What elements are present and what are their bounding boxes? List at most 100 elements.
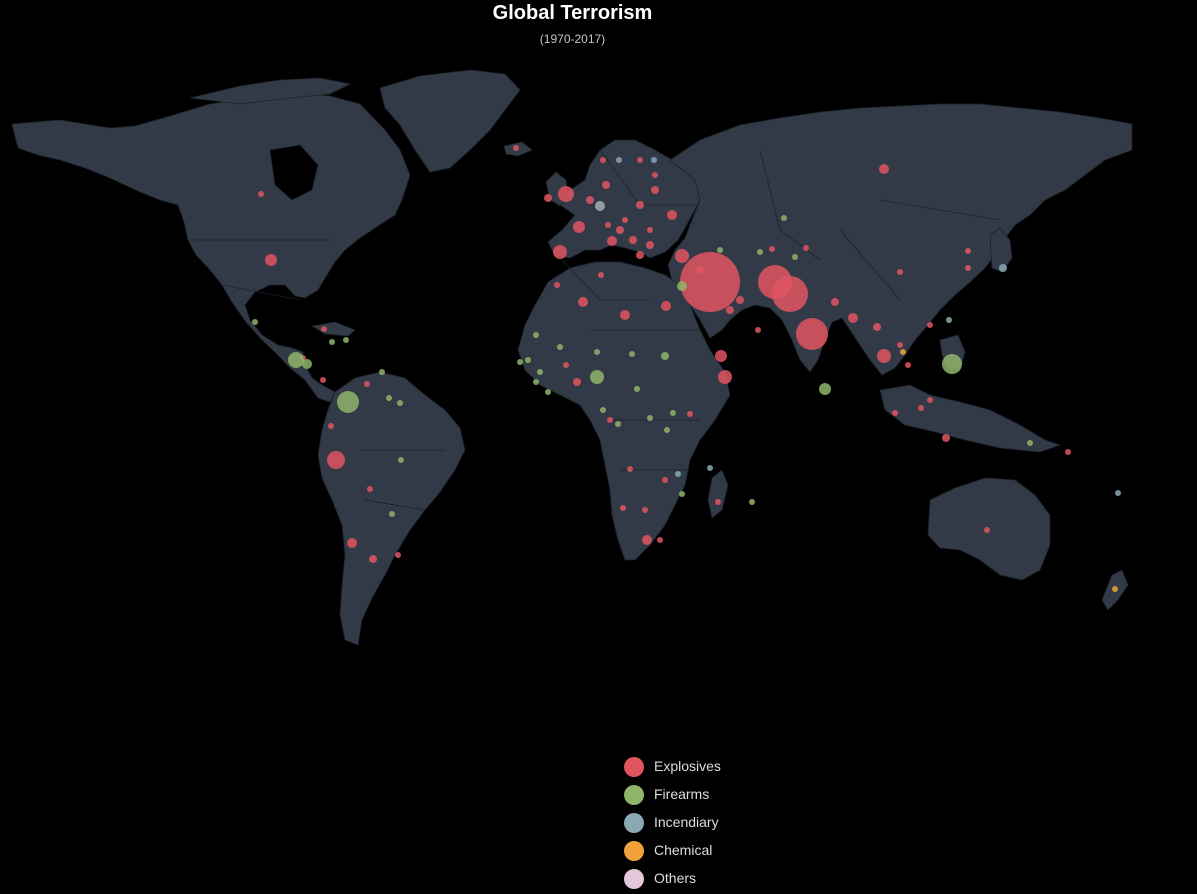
attack-marker-firearms[interactable] [615,421,621,427]
attack-marker-explosives[interactable] [879,164,889,174]
attack-marker-explosives[interactable] [873,323,881,331]
attack-marker-explosives[interactable] [265,254,277,266]
attack-marker-firearms[interactable] [781,215,787,221]
attack-marker-firearms[interactable] [717,247,723,253]
attack-marker-explosives[interactable] [605,222,611,228]
attack-marker-explosives[interactable] [696,266,704,274]
attack-marker-firearms[interactable] [679,491,685,497]
attack-marker-explosives[interactable] [657,537,663,543]
attack-marker-explosives[interactable] [320,377,326,383]
attack-marker-incendiary[interactable] [595,201,605,211]
attack-marker-firearms[interactable] [634,386,640,392]
attack-marker-firearms[interactable] [557,344,563,350]
attack-marker-firearms[interactable] [533,379,539,385]
attack-marker-explosives[interactable] [544,194,552,202]
attack-marker-explosives[interactable] [642,507,648,513]
attack-marker-explosives[interactable] [616,226,624,234]
attack-marker-explosives[interactable] [602,181,610,189]
attack-marker-incendiary[interactable] [946,317,952,323]
attack-marker-explosives[interactable] [627,466,633,472]
attack-marker-explosives[interactable] [646,241,654,249]
attack-marker-explosives[interactable] [652,172,658,178]
attack-marker-explosives[interactable] [877,349,891,363]
attack-marker-explosives[interactable] [667,210,677,220]
attack-marker-explosives[interactable] [965,265,971,271]
attack-marker-explosives[interactable] [965,248,971,254]
attack-marker-incendiary[interactable] [999,264,1007,272]
attack-marker-explosives[interactable] [897,269,903,275]
attack-marker-explosives[interactable] [513,145,519,151]
attack-marker-explosives[interactable] [637,157,643,163]
attack-marker-chemical[interactable] [1112,586,1118,592]
attack-marker-explosives[interactable] [321,326,327,332]
attack-marker-firearms[interactable] [329,339,335,345]
attack-marker-firearms[interactable] [661,352,669,360]
attack-marker-firearms[interactable] [525,357,531,363]
attack-marker-explosives[interactable] [897,342,903,348]
attack-marker-explosives[interactable] [578,297,588,307]
attack-marker-explosives[interactable] [651,186,659,194]
attack-marker-explosives[interactable] [927,397,933,403]
attack-marker-explosives[interactable] [347,538,357,548]
attack-marker-explosives[interactable] [736,296,744,304]
attack-marker-firearms[interactable] [397,400,403,406]
attack-marker-explosives[interactable] [327,451,345,469]
attack-marker-explosives[interactable] [918,405,924,411]
attack-marker-firearms[interactable] [517,359,523,365]
attack-marker-explosives[interactable] [554,282,560,288]
attack-marker-explosives[interactable] [831,298,839,306]
attack-marker-incendiary[interactable] [707,465,713,471]
attack-marker-explosives[interactable] [662,477,668,483]
attack-marker-explosives[interactable] [942,434,950,442]
attack-marker-explosives[interactable] [367,486,373,492]
attack-marker-firearms[interactable] [302,359,312,369]
attack-marker-explosives[interactable] [620,505,626,511]
attack-marker-firearms[interactable] [600,407,606,413]
world-map[interactable] [0,0,1197,700]
attack-marker-explosives[interactable] [675,249,689,263]
attack-marker-explosives[interactable] [1065,449,1071,455]
attack-marker-firearms[interactable] [792,254,798,260]
attack-marker-explosives[interactable] [328,423,334,429]
attack-marker-explosives[interactable] [258,191,264,197]
attack-marker-firearms[interactable] [1027,440,1033,446]
attack-marker-explosives[interactable] [796,318,828,350]
attack-marker-explosives[interactable] [715,350,727,362]
attack-marker-explosives[interactable] [558,186,574,202]
attack-marker-explosives[interactable] [803,245,809,251]
attack-marker-explosives[interactable] [369,555,377,563]
attack-marker-explosives[interactable] [769,246,775,252]
attack-marker-firearms[interactable] [537,369,543,375]
attack-marker-explosives[interactable] [718,370,732,384]
attack-marker-explosives[interactable] [905,362,911,368]
attack-marker-chemical[interactable] [900,349,906,355]
attack-marker-firearms[interactable] [749,499,755,505]
attack-marker-explosives[interactable] [927,322,933,328]
attack-marker-firearms[interactable] [942,354,962,374]
attack-marker-explosives[interactable] [642,535,652,545]
attack-marker-explosives[interactable] [600,157,606,163]
attack-marker-explosives[interactable] [726,306,734,314]
attack-marker-explosives[interactable] [573,378,581,386]
attack-marker-firearms[interactable] [819,383,831,395]
attack-marker-explosives[interactable] [772,276,808,312]
attack-marker-explosives[interactable] [848,313,858,323]
attack-marker-explosives[interactable] [364,381,370,387]
attack-marker-explosives[interactable] [636,201,644,209]
attack-marker-explosives[interactable] [553,245,567,259]
attack-marker-firearms[interactable] [288,352,304,368]
attack-marker-firearms[interactable] [389,511,395,517]
attack-marker-firearms[interactable] [670,410,676,416]
attack-marker-explosives[interactable] [563,362,569,368]
attack-marker-firearms[interactable] [379,369,385,375]
attack-marker-explosives[interactable] [984,527,990,533]
attack-marker-explosives[interactable] [629,236,637,244]
attack-marker-incendiary[interactable] [651,157,657,163]
attack-marker-firearms[interactable] [677,281,687,291]
attack-marker-firearms[interactable] [594,349,600,355]
attack-marker-incendiary[interactable] [616,157,622,163]
attack-marker-firearms[interactable] [545,389,551,395]
attack-marker-firearms[interactable] [343,337,349,343]
attack-marker-explosives[interactable] [573,221,585,233]
attack-marker-firearms[interactable] [386,395,392,401]
